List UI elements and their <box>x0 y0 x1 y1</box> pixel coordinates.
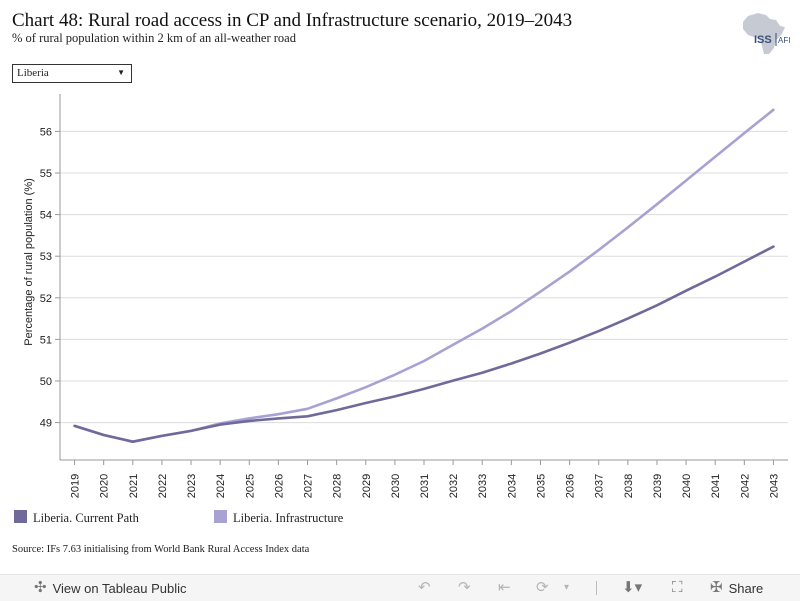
y-axis-label: Percentage of rural population (%) <box>23 178 35 346</box>
y-tick-label: 55 <box>40 168 52 180</box>
x-tick-label: 2020 <box>99 474 111 498</box>
x-tick-label: 2041 <box>710 474 722 498</box>
logo-text-suffix: AFI <box>778 36 790 45</box>
x-tick-label: 2031 <box>419 474 431 498</box>
iss-africa-logo: ISS AFI <box>736 10 792 56</box>
x-tick-label: 2043 <box>768 474 780 498</box>
redo-icon[interactable]: ↷ <box>458 579 471 596</box>
x-tick-label: 2030 <box>390 474 402 498</box>
x-tick-label: 2027 <box>303 474 315 498</box>
x-tick-label: 2029 <box>361 474 373 498</box>
x-tick-label: 2034 <box>506 474 518 498</box>
legend-swatch-infrastructure <box>214 510 227 523</box>
x-tick-label: 2040 <box>681 474 693 498</box>
dropdown-arrow-icon: ▼ <box>117 68 125 77</box>
y-tick-label: 54 <box>40 210 52 222</box>
undo-icon[interactable]: ↶ <box>418 579 431 596</box>
x-tick-label: 2021 <box>128 474 140 498</box>
x-tick-label: 2038 <box>623 474 635 498</box>
x-tick-label: 2037 <box>594 474 606 498</box>
x-tick-label: 2023 <box>186 474 198 498</box>
tableau-logo-icon: ✣ <box>34 579 47 596</box>
tableau-toolbar: ✣ View on Tableau Public ↶ ↷ ⇤ ⟳ ▾ ⬇▾ ⛶ … <box>0 574 800 601</box>
x-tick-label: 2022 <box>157 474 169 498</box>
series-line-infrastructure <box>73 108 775 444</box>
x-tick-label: 2024 <box>215 474 227 498</box>
africa-map-icon <box>743 13 785 54</box>
x-axis-ticks: 2019 2020 2021 2022 2023 2024 2025 2026 2027 2028… <box>70 460 780 498</box>
share-label: Share <box>728 580 764 596</box>
country-dropdown[interactable]: Liberia ▼ <box>12 64 132 83</box>
refresh-icon[interactable]: ⟳ <box>536 579 549 596</box>
source-note: Source: IFs 7.63 initialising from World… <box>12 544 310 555</box>
view-on-tableau-button[interactable]: ✣ View on Tableau Public <box>34 580 187 596</box>
x-tick-label: 2035 <box>535 474 547 498</box>
series-lines <box>73 108 775 444</box>
x-tick-label: 2026 <box>273 474 285 498</box>
legend-label-current-path: Liberia. Current Path <box>33 511 139 525</box>
legend-label-infrastructure: Liberia. Infrastructure <box>233 511 344 525</box>
x-tick-label: 2039 <box>652 474 664 498</box>
series-line-current-path <box>73 245 775 444</box>
legend-item-infrastructure[interactable]: Liberia. Infrastructure <box>214 510 343 526</box>
x-tick-label: 2019 <box>70 474 82 498</box>
x-tick-label: 2042 <box>739 474 751 498</box>
refresh-dropdown-icon[interactable]: ▾ <box>564 582 570 593</box>
x-tick-label: 2036 <box>565 474 577 498</box>
toolbar-divider <box>596 581 597 595</box>
download-icon[interactable]: ⬇▾ <box>622 579 643 596</box>
chart-subtitle: % of rural population within 2 km of an … <box>12 31 296 45</box>
revert-icon[interactable]: ⇤ <box>498 579 511 596</box>
x-tick-label: 2033 <box>477 474 489 498</box>
gridlines <box>60 130 788 424</box>
chart-title: Chart 48: Rural road access in CP and In… <box>12 10 573 31</box>
y-axis-ticks: 49 50 51 52 53 54 55 56 <box>40 126 60 430</box>
view-on-tableau-label: View on Tableau Public <box>52 580 187 596</box>
share-icon: ✠ <box>710 579 723 596</box>
legend-swatch-current-path <box>14 510 27 523</box>
y-tick-label: 52 <box>40 293 52 305</box>
country-dropdown-value: Liberia <box>17 67 49 79</box>
share-button[interactable]: ✠ Share <box>710 580 763 596</box>
y-tick-label: 56 <box>40 126 52 138</box>
line-chart: 49 50 51 52 53 54 55 56 2019 2020 2021 2022 2023 202… <box>23 94 788 498</box>
y-tick-label: 50 <box>40 376 52 388</box>
legend-item-current-path[interactable]: Liberia. Current Path <box>14 510 139 526</box>
y-tick-label: 53 <box>40 251 52 263</box>
fullscreen-icon[interactable]: ⛶ <box>672 579 683 596</box>
x-tick-label: 2028 <box>332 474 344 498</box>
y-tick-label: 51 <box>40 334 52 346</box>
x-tick-label: 2025 <box>244 474 256 498</box>
x-tick-label: 2032 <box>448 474 460 498</box>
logo-text: ISS <box>754 34 772 46</box>
y-tick-label: 49 <box>40 418 52 430</box>
